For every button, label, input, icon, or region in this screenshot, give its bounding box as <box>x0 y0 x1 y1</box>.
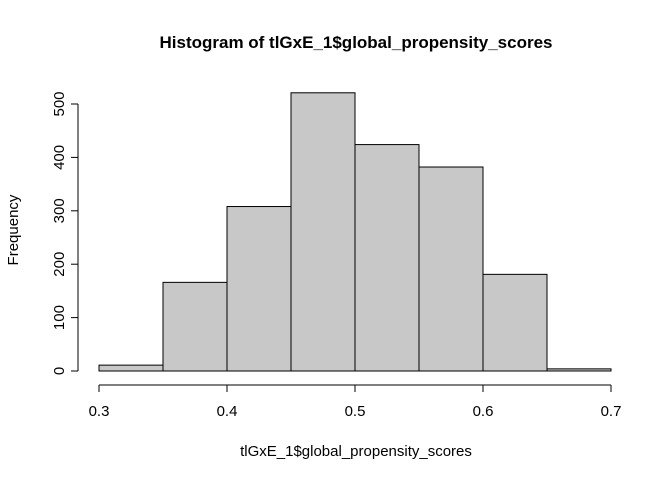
y-tick-label: 200 <box>51 252 68 277</box>
histogram-bar <box>546 368 612 372</box>
x-tick-label: 0.7 <box>601 403 622 420</box>
histogram-bar <box>226 206 292 372</box>
histogram-bar <box>290 92 356 372</box>
y-tick-label: 100 <box>51 305 68 330</box>
histogram-bar <box>98 364 164 372</box>
y-tick-label: 300 <box>51 198 68 223</box>
y-tick-label: 500 <box>51 91 68 116</box>
y-axis: 0 100 200 300 400 500 <box>51 91 79 375</box>
histogram-bar <box>482 273 548 372</box>
histogram-bar <box>162 281 228 372</box>
histogram-bar <box>354 144 420 372</box>
x-tick-label: 0.3 <box>89 403 110 420</box>
x-tick-label: 0.5 <box>345 403 366 420</box>
x-axis-label: tlGxE_1$global_propensity_scores <box>240 443 472 460</box>
chart-title: Histogram of tlGxE_1$global_propensity_s… <box>159 33 552 52</box>
x-tick-label: 0.4 <box>217 403 238 420</box>
y-tick-label: 0 <box>51 367 68 375</box>
histogram-bar <box>418 166 484 372</box>
bars-group <box>98 92 612 372</box>
x-tick-label: 0.6 <box>473 403 494 420</box>
x-axis: 0.3 0.4 0.5 0.6 0.7 <box>89 384 622 420</box>
y-tick-label: 400 <box>51 145 68 170</box>
y-axis-label: Frequency <box>5 194 22 265</box>
